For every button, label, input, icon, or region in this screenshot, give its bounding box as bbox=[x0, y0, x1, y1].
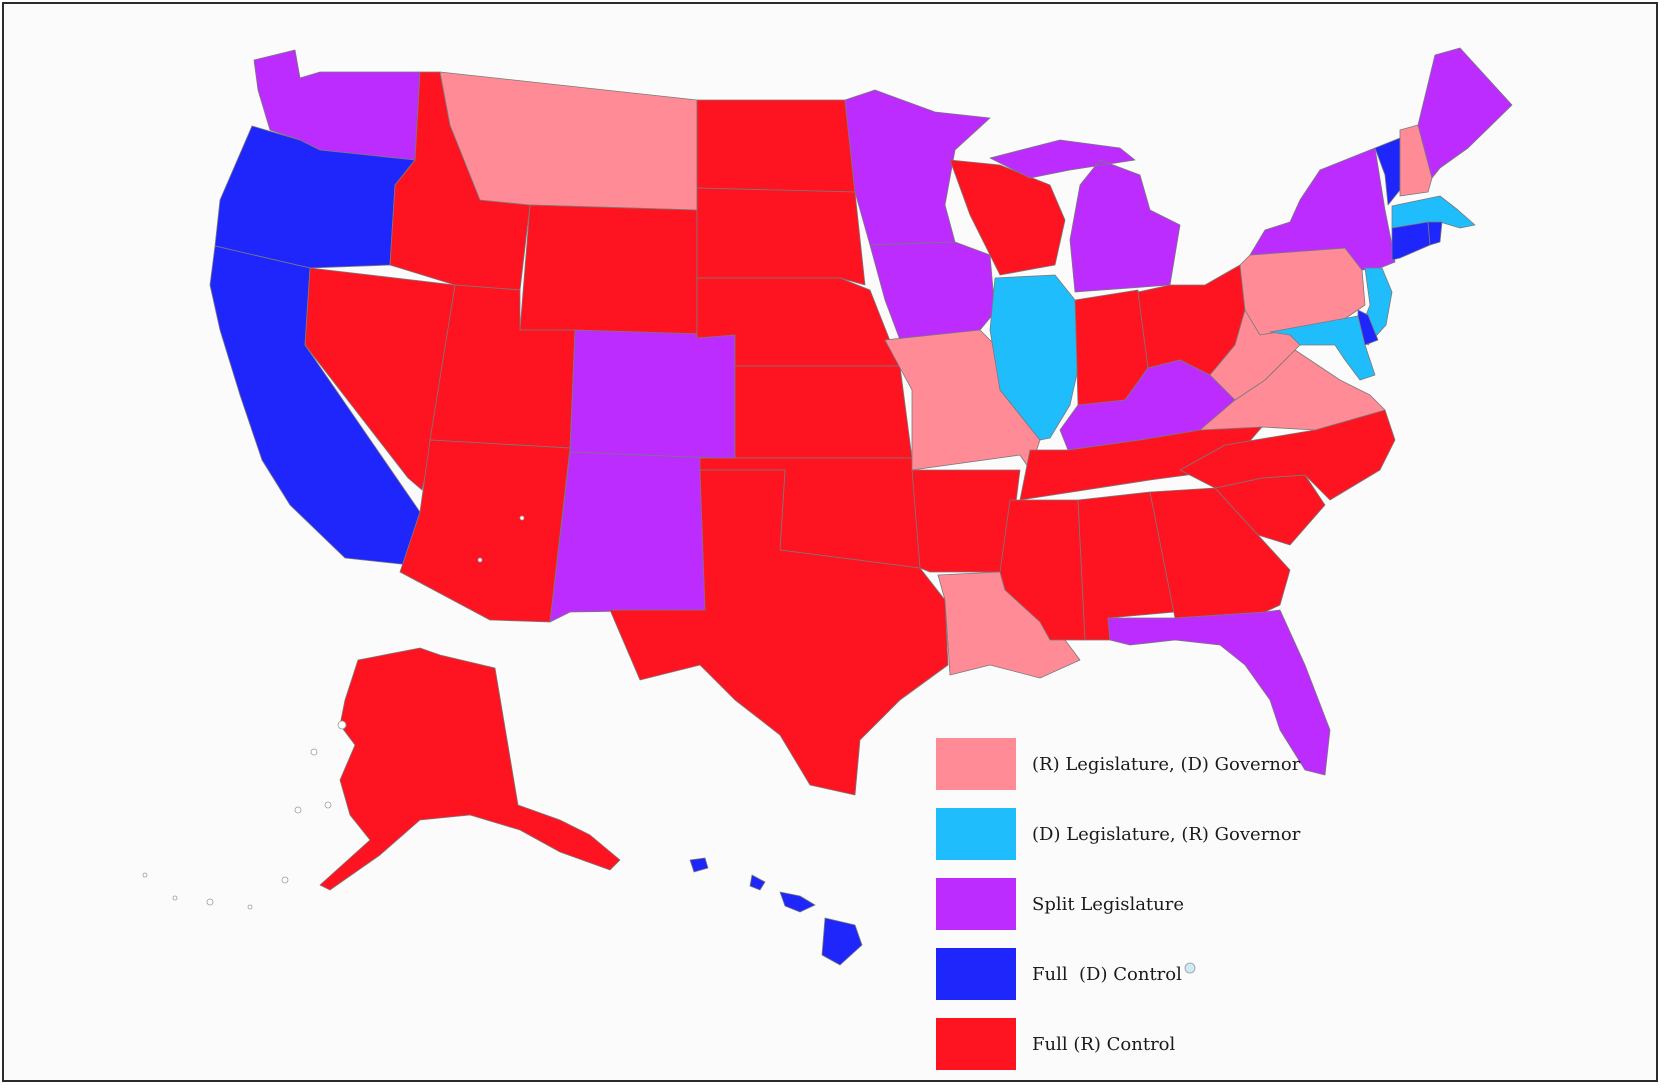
legend-item-full-d-control: Full (D) Control bbox=[936, 948, 1356, 1000]
legend-label: (R) Legislature, (D) Governor bbox=[1032, 753, 1301, 775]
island-dot bbox=[310, 748, 318, 756]
state-fl bbox=[1107, 609, 1331, 776]
legend-swatch bbox=[936, 878, 1016, 930]
state-me bbox=[1417, 47, 1513, 179]
state-ak bbox=[319, 647, 621, 891]
legend-item-full-r-control: Full (R) Control bbox=[936, 1018, 1356, 1070]
island-dot bbox=[337, 720, 347, 730]
state-nd bbox=[696, 99, 856, 193]
state-mt bbox=[439, 71, 698, 211]
state-nm bbox=[549, 451, 716, 623]
state-ri bbox=[1427, 221, 1443, 246]
island-dot bbox=[477, 557, 483, 563]
island-dot bbox=[142, 872, 148, 878]
island-dot bbox=[519, 515, 525, 521]
legend-label: Full (R) Control bbox=[1032, 1033, 1176, 1055]
state-tx bbox=[609, 469, 949, 796]
state-mn bbox=[844, 89, 991, 246]
island-dot bbox=[247, 904, 253, 910]
state-wy bbox=[519, 204, 698, 339]
island-dot bbox=[294, 806, 302, 814]
island-dot bbox=[1184, 962, 1196, 974]
legend-label: Full (D) Control bbox=[1032, 963, 1182, 985]
state-ny bbox=[1249, 147, 1396, 271]
legend-item-split-legislature: Split Legislature bbox=[936, 878, 1356, 930]
state-ks bbox=[734, 365, 913, 459]
legend-swatch bbox=[936, 1018, 1016, 1070]
legend-swatch bbox=[936, 808, 1016, 860]
legend-label: (D) Legislature, (R) Governor bbox=[1032, 823, 1301, 845]
state-mi bbox=[989, 139, 1181, 293]
legend-swatch bbox=[936, 738, 1016, 790]
island-dot bbox=[206, 898, 214, 906]
state-ct bbox=[1391, 221, 1431, 261]
state-md bbox=[1269, 315, 1376, 381]
island-dot bbox=[324, 801, 332, 809]
state-il bbox=[989, 274, 1081, 441]
island-dot bbox=[281, 876, 289, 884]
legend-label: Split Legislature bbox=[1032, 893, 1185, 915]
legend-item-d-legislature-r-governor: (D) Legislature, (R) Governor bbox=[936, 808, 1356, 860]
state-ia bbox=[869, 241, 996, 341]
state-sd bbox=[696, 187, 866, 286]
state-co bbox=[569, 329, 736, 463]
legend-swatch bbox=[936, 948, 1016, 1000]
legend-item-r-legislature-d-governor: (R) Legislature, (D) Governor bbox=[936, 738, 1356, 790]
island-dot bbox=[172, 895, 178, 901]
state-vt bbox=[1374, 137, 1401, 206]
state-nc bbox=[1179, 409, 1396, 501]
state-hi bbox=[689, 857, 863, 966]
state-nh bbox=[1399, 124, 1433, 197]
